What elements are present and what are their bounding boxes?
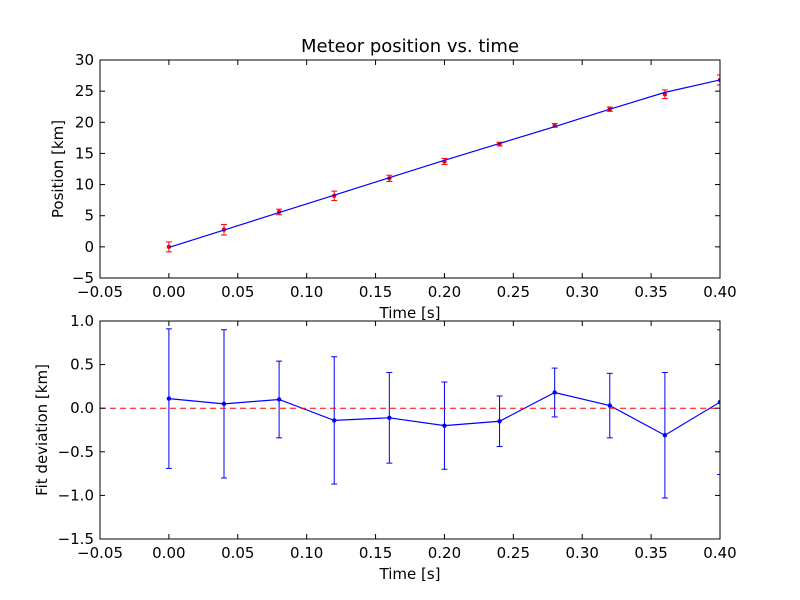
x-tick-label: 0.05	[221, 544, 254, 562]
x-tick-label: 0.15	[359, 283, 392, 301]
plot-frame	[99, 320, 721, 540]
data-point	[607, 403, 612, 408]
x-tick-label: 0.40	[703, 283, 736, 301]
y-tick-label: −1.0	[58, 486, 94, 504]
x-tick-label: 0.35	[634, 283, 667, 301]
x-tick-label: 0.10	[290, 283, 323, 301]
x-axis-label: Time [s]	[379, 565, 441, 583]
x-tick-label: 0.00	[152, 283, 185, 301]
position-panel: −0.05 0.00 0.05 0.10 0.15 0.20 0.25 0.30 0.35 0.4…	[49, 36, 737, 322]
y-tick-label: 0	[84, 238, 94, 256]
x-tick-label: 0.05	[221, 283, 254, 301]
plot-area	[165, 74, 720, 253]
data-point	[221, 401, 227, 407]
x-tick-label: 0.20	[428, 283, 461, 301]
y-tick-label: 15	[75, 144, 94, 162]
y-tick-label: 0.5	[70, 356, 94, 374]
x-tick-label: 0.25	[497, 283, 530, 301]
data-point	[276, 397, 282, 402]
y-tick-label: 25	[75, 82, 94, 100]
y-axis-label: Position [km]	[49, 120, 67, 218]
x-tick-label: 0.35	[634, 544, 667, 562]
y-tick-label: −5	[72, 269, 94, 287]
plot-frame	[99, 59, 721, 279]
y-tick-label: 1.0	[70, 312, 94, 330]
data-point	[717, 399, 720, 405]
y-tick-label: 0.0	[70, 399, 94, 417]
y-tick-label: −0.5	[58, 443, 94, 461]
x-tick-label: 0.00	[152, 544, 185, 562]
data-point	[662, 433, 668, 438]
y-tick-label: 5	[84, 207, 94, 225]
fit-line	[168, 79, 720, 249]
x-tick-label: 0.20	[428, 544, 461, 562]
y-axis-label: Fit deviation [km]	[33, 364, 51, 496]
y-tick-label: 20	[75, 113, 94, 131]
x-axis-label: Time [s]	[379, 304, 441, 322]
y-tick-label: −1.5	[58, 530, 94, 548]
data-point	[497, 419, 502, 424]
x-tick-label: 0.30	[566, 283, 599, 301]
y-tick-label: 30	[75, 51, 94, 69]
data-point	[166, 396, 172, 401]
y-tick-label: 10	[75, 176, 94, 194]
deviation-panel: −0.05 0.00 0.05 0.10 0.15 0.20 0.25 0.30 0.35 0.4…	[33, 312, 737, 583]
x-tick-label: −0.05	[77, 283, 123, 301]
chart-title: Meteor position vs. time	[301, 36, 519, 57]
x-tick-label: 0.25	[497, 544, 530, 562]
x-tick-label: 0.15	[359, 544, 392, 562]
x-tick-label: 0.10	[290, 544, 323, 562]
data-point	[552, 390, 557, 395]
plot-area	[100, 328, 720, 499]
data-point	[387, 415, 392, 420]
data-point	[442, 423, 447, 428]
x-tick-label: 0.40	[703, 544, 736, 562]
x-tick-label: −0.05	[77, 544, 123, 562]
x-tick-label: 0.30	[566, 544, 599, 562]
data-point	[332, 418, 337, 423]
